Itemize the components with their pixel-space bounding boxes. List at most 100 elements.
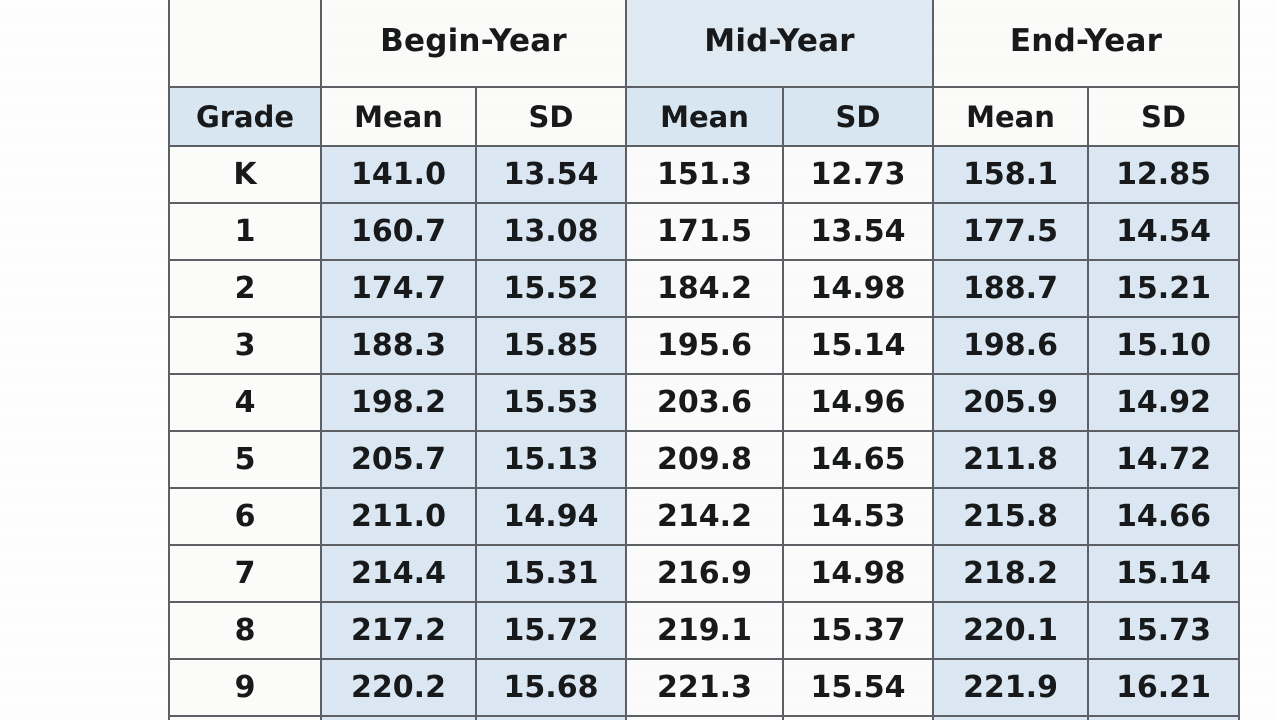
table-row: 2 174.7 15.52 184.2 14.98 188.7 15.21 (168, 259, 1241, 318)
cell-mid-mean: 221.3 (625, 715, 784, 720)
group-header-mid-year: Mid-Year (624, 0, 935, 88)
cell-mid-sd: 14.98 (781, 544, 935, 603)
cell-begin-sd: 16.05 (475, 715, 627, 720)
cell-end-mean: 221.9 (932, 658, 1090, 717)
cell-mid-sd: 16.78 (781, 715, 935, 720)
cell-grade: 5 (168, 430, 322, 489)
cell-mid-sd: 15.37 (781, 601, 935, 660)
cell-mid-mean: 203.6 (625, 373, 784, 432)
cell-grade: 6 (168, 487, 322, 546)
table-row: K 141.0 13.54 151.3 12.73 158.1 12.85 (168, 145, 1241, 204)
cell-grade: 10 (168, 715, 322, 720)
table-row: 1 160.7 13.08 171.5 13.54 177.5 14.54 (168, 202, 1241, 261)
table-row: 7 214.4 15.31 216.9 14.98 218.2 15.14 (168, 544, 1241, 603)
cell-end-sd: 14.54 (1087, 202, 1241, 261)
cell-grade: 4 (168, 373, 322, 432)
page-right-margin (1238, 0, 1276, 720)
table-row: 10222.616.05221.316.78221.817.10 (168, 715, 1241, 720)
cell-begin-sd: 15.68 (475, 658, 627, 717)
cell-begin-sd: 14.94 (475, 487, 627, 546)
cell-grade: 3 (168, 316, 322, 375)
table-row: 3 188.3 15.85 195.6 15.14 198.6 15.10 (168, 316, 1241, 375)
cell-begin-sd: 15.13 (475, 430, 627, 489)
cell-end-mean: 215.8 (932, 487, 1090, 546)
table-row: 6 211.0 14.94 214.2 14.53 215.8 14.66 (168, 487, 1241, 546)
cell-mid-mean: 214.2 (625, 487, 784, 546)
cell-grade: 9 (168, 658, 322, 717)
column-header-mid-mean: Mean (625, 86, 784, 147)
cell-end-sd: 17.10 (1087, 715, 1241, 720)
table-row: 8 217.2 15.72 219.1 15.37 220.1 15.73 (168, 601, 1241, 660)
cell-mid-mean: 221.3 (625, 658, 784, 717)
cell-mid-sd: 14.98 (781, 259, 935, 318)
cell-mid-sd: 13.54 (781, 202, 935, 261)
cell-end-mean: 158.1 (932, 145, 1090, 204)
cell-begin-sd: 15.31 (475, 544, 627, 603)
cell-begin-mean: 217.2 (320, 601, 477, 660)
cell-begin-mean: 222.6 (320, 715, 477, 720)
page-left-margin (0, 0, 168, 720)
cell-end-sd: 15.21 (1087, 259, 1241, 318)
cell-begin-mean: 198.2 (320, 373, 477, 432)
group-header-end-year: End-Year (932, 0, 1241, 88)
cell-end-sd: 15.10 (1087, 316, 1241, 375)
cell-mid-sd: 12.73 (781, 145, 935, 204)
cell-end-mean: 177.5 (932, 202, 1090, 261)
cell-grade: K (168, 145, 322, 204)
cell-mid-sd: 15.14 (781, 316, 935, 375)
cell-begin-sd: 13.08 (475, 202, 627, 261)
corner-cell (168, 0, 322, 88)
score-table-container: Begin-Year Mid-Year End-Year Grade Mean … (168, 0, 1241, 720)
cell-end-mean: 220.1 (932, 601, 1090, 660)
cell-begin-mean: 220.2 (320, 658, 477, 717)
cell-begin-sd: 15.72 (475, 601, 627, 660)
cell-begin-mean: 211.0 (320, 487, 477, 546)
cell-begin-sd: 15.53 (475, 373, 627, 432)
cell-mid-mean: 219.1 (625, 601, 784, 660)
cell-mid-sd: 14.53 (781, 487, 935, 546)
cell-end-mean: 198.6 (932, 316, 1090, 375)
cell-end-mean: 211.8 (932, 430, 1090, 489)
cell-begin-mean: 214.4 (320, 544, 477, 603)
cell-end-sd: 15.14 (1087, 544, 1241, 603)
cell-end-mean: 188.7 (932, 259, 1090, 318)
column-header-end-sd: SD (1087, 86, 1241, 147)
cell-begin-sd: 15.85 (475, 316, 627, 375)
cell-mid-sd: 14.96 (781, 373, 935, 432)
cell-mid-mean: 184.2 (625, 259, 784, 318)
table-row: 4 198.2 15.53 203.6 14.96 205.9 14.92 (168, 373, 1241, 432)
cell-mid-sd: 15.54 (781, 658, 935, 717)
table-body: K 141.0 13.54 151.3 12.73 158.1 12.85 1 160.7 13.… (168, 145, 1241, 720)
cell-mid-mean: 171.5 (625, 202, 784, 261)
cell-grade: 8 (168, 601, 322, 660)
cell-end-sd: 16.21 (1087, 658, 1241, 717)
cell-end-mean: 221.8 (932, 715, 1090, 720)
cell-end-sd: 14.66 (1087, 487, 1241, 546)
cell-mid-mean: 209.8 (625, 430, 784, 489)
cell-grade: 7 (168, 544, 322, 603)
cell-mid-mean: 151.3 (625, 145, 784, 204)
norms-table: Begin-Year Mid-Year End-Year Grade Mean … (168, 0, 1241, 720)
group-header-begin-year: Begin-Year (320, 0, 627, 88)
cell-mid-mean: 195.6 (625, 316, 784, 375)
cell-begin-mean: 205.7 (320, 430, 477, 489)
sub-header-row: Grade Mean SD Mean SD Mean SD (168, 86, 1241, 147)
cell-begin-mean: 188.3 (320, 316, 477, 375)
cell-end-sd: 15.73 (1087, 601, 1241, 660)
cell-end-sd: 12.85 (1087, 145, 1241, 204)
cell-grade: 2 (168, 259, 322, 318)
cell-mid-mean: 216.9 (625, 544, 784, 603)
cell-end-sd: 14.72 (1087, 430, 1241, 489)
cell-end-mean: 218.2 (932, 544, 1090, 603)
table-row: 5 205.7 15.13 209.8 14.65 211.8 14.72 (168, 430, 1241, 489)
column-header-mid-sd: SD (781, 86, 935, 147)
column-header-end-mean: Mean (932, 86, 1090, 147)
group-header-row: Begin-Year Mid-Year End-Year (168, 0, 1241, 88)
column-header-begin-mean: Mean (320, 86, 477, 147)
table-row: 9 220.2 15.68 221.3 15.54 221.9 16.21 (168, 658, 1241, 717)
cell-begin-sd: 13.54 (475, 145, 627, 204)
cell-grade: 1 (168, 202, 322, 261)
cell-mid-sd: 14.65 (781, 430, 935, 489)
cell-begin-mean: 174.7 (320, 259, 477, 318)
